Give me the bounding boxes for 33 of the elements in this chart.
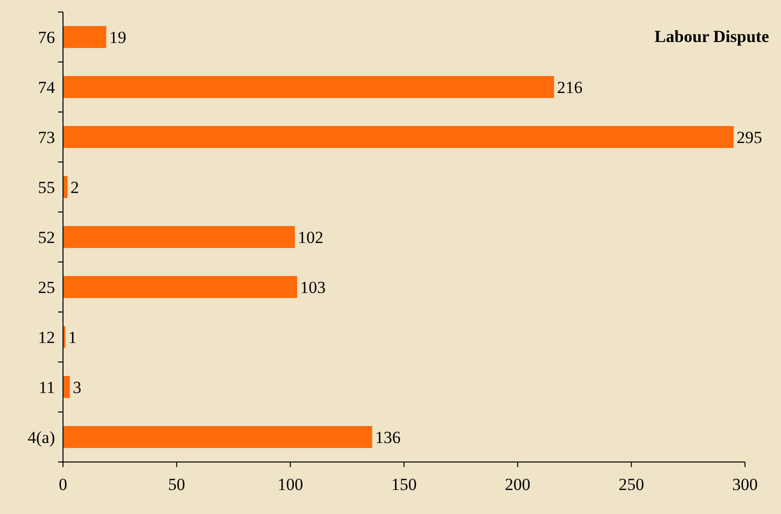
- bar: [63, 126, 734, 148]
- x-tick-label: 200: [504, 475, 530, 494]
- data-label: 295: [736, 128, 762, 147]
- data-label: 103: [300, 278, 326, 297]
- x-tick-label: 0: [58, 475, 68, 494]
- bar: [63, 426, 372, 448]
- bar: [63, 76, 554, 98]
- data-label: 136: [375, 428, 401, 447]
- bar: [63, 26, 106, 48]
- data-label: 102: [298, 228, 324, 247]
- y-tick-label: 25: [38, 278, 55, 297]
- x-tick-label: 250: [618, 475, 644, 494]
- y-tick-label: 12: [38, 328, 55, 347]
- y-tick-label: 52: [38, 228, 55, 247]
- text: Labour Dispute: [654, 27, 770, 46]
- y-tick-label: 74: [38, 78, 56, 97]
- y-tick-label: 76: [38, 28, 55, 47]
- data-label: 1: [68, 328, 77, 347]
- x-tick-label: 150: [391, 475, 417, 494]
- bar: [63, 376, 70, 398]
- y-tick-label: 11: [38, 378, 55, 397]
- y-tick-label: 4(a): [28, 428, 55, 447]
- x-tick-label: 300: [732, 475, 758, 494]
- data-label: 216: [557, 78, 583, 97]
- data-label: 2: [70, 178, 80, 197]
- x-tick-label: 50: [168, 475, 186, 494]
- y-tick-label: 55: [38, 178, 55, 197]
- data-label: 19: [109, 28, 126, 47]
- data-label: 3: [72, 378, 82, 397]
- y-tick-label: 73: [38, 128, 55, 147]
- bar: [63, 276, 298, 298]
- x-tick-label: 100: [278, 475, 304, 494]
- bar: [63, 226, 295, 248]
